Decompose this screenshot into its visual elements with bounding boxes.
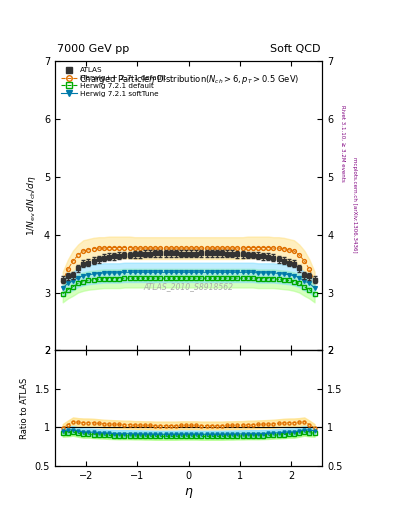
Y-axis label: Ratio to ATLAS: Ratio to ATLAS xyxy=(20,377,29,439)
Text: Soft QCD: Soft QCD xyxy=(270,44,320,54)
X-axis label: $\eta$: $\eta$ xyxy=(184,486,193,500)
Text: ATLAS_2010_S8918562: ATLAS_2010_S8918562 xyxy=(143,282,234,291)
Legend: ATLAS, Herwig++ 2.7.1 default, Herwig 7.2.1 default, Herwig 7.2.1 softTune: ATLAS, Herwig++ 2.7.1 default, Herwig 7.… xyxy=(59,65,168,99)
Text: Rivet 3.1.10, ≥ 3.2M events: Rivet 3.1.10, ≥ 3.2M events xyxy=(340,105,345,182)
Text: mcplots.cern.ch [arXiv:1306.3436]: mcplots.cern.ch [arXiv:1306.3436] xyxy=(352,157,357,252)
Text: 7000 GeV pp: 7000 GeV pp xyxy=(57,44,129,54)
Y-axis label: $1/N_\mathrm{ev}\,dN_\mathrm{ch}/d\eta$: $1/N_\mathrm{ev}\,dN_\mathrm{ch}/d\eta$ xyxy=(26,175,39,237)
Text: Charged Particle$\eta$ Distribution($N_{ch} > 6, p_T > 0.5$ GeV): Charged Particle$\eta$ Distribution($N_{… xyxy=(79,73,299,86)
